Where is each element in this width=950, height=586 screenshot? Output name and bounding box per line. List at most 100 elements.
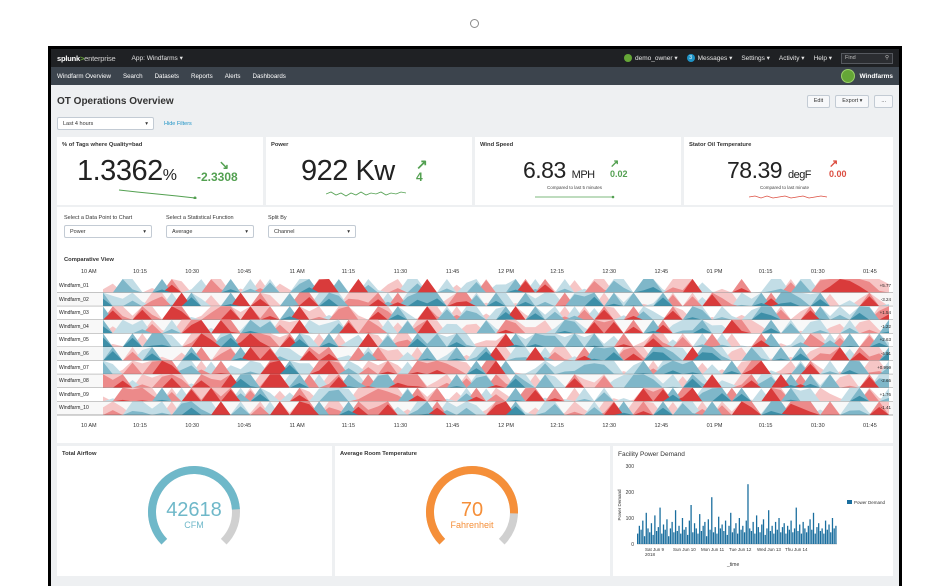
power-demand-bar: [781, 527, 784, 544]
more-actions-button[interactable]: ...: [874, 94, 893, 108]
gauge-unit: CFM: [184, 520, 204, 530]
time-tick-label: 01 PM: [706, 269, 723, 275]
kpi-title: % of Tags where Quality=bad: [62, 142, 143, 148]
radial-gauge: 42618 CFM: [148, 466, 240, 545]
power-demand-bar: [726, 534, 728, 544]
time-range-picker[interactable]: Last 4 hours ▾: [57, 117, 154, 130]
nav-datasets[interactable]: Datasets: [154, 72, 180, 80]
help-menu[interactable]: Help ▾: [813, 55, 832, 62]
horizon-band: [103, 306, 889, 320]
horizon-chart: [57, 279, 893, 416]
splunk-app: splunk>enterprise App: Windfarms ▾ demo_…: [51, 49, 899, 586]
horizon-band: [103, 292, 889, 307]
legend-swatch: [847, 500, 852, 504]
horizon-band: [103, 319, 889, 334]
horizon-band: [103, 401, 889, 415]
power-demand-bar: [673, 532, 675, 544]
x-tick-label: Tue Jun 12: [729, 547, 752, 552]
nav-search[interactable]: Search: [122, 72, 143, 80]
power-demand-bar: [805, 532, 808, 544]
settings-menu[interactable]: Settings ▾: [741, 55, 770, 62]
hide-filters-link[interactable]: Hide Filters: [164, 120, 192, 127]
app-menu[interactable]: App: Windfarms ▾: [131, 55, 183, 62]
kpi-panel-power: Power 922 Kw ↗ 4: [266, 137, 472, 205]
power-demand-bar: [676, 531, 678, 544]
nav-reports[interactable]: Reports: [191, 72, 213, 80]
power-demand-bar: [731, 532, 734, 544]
power-demand-bar: [774, 521, 777, 544]
power-demand-bar: [831, 518, 834, 544]
row-value: +1.76: [879, 391, 891, 397]
power-demand-bar: [724, 520, 727, 544]
horizon-band: [103, 401, 889, 415]
messages-menu-label: Messages ▾: [697, 54, 733, 62]
power-demand-bar: [687, 534, 689, 544]
splunk-logo[interactable]: splunk>enterprise: [57, 53, 116, 63]
row-label: Windfarm_03: [59, 310, 89, 317]
split-by-select[interactable]: Channel ▾: [268, 225, 356, 238]
horizon-band: [103, 296, 889, 307]
caret-down-icon: ▾: [143, 228, 146, 235]
power-demand-bar: [814, 533, 816, 544]
power-demand-bar: [835, 525, 837, 544]
row-value: +2.63: [879, 337, 891, 343]
power-demand-bar: [759, 532, 761, 544]
kpi-unit: %: [162, 167, 177, 184]
power-demand-bar: [773, 533, 775, 544]
page-title: OT Operations Overview: [57, 95, 174, 107]
power-demand-bar: [705, 536, 708, 544]
row-label: Windfarm_10: [59, 405, 89, 412]
power-demand-bar: [800, 533, 803, 544]
edit-button[interactable]: Edit: [806, 94, 831, 108]
power-demand-bar: [812, 512, 815, 544]
messages-menu[interactable]: 3 Messages ▾: [686, 54, 733, 63]
power-demand-bar: [657, 527, 659, 544]
nav-windfarm-overview[interactable]: Windfarm Overview: [57, 72, 111, 80]
power-demand-bar: [750, 531, 753, 544]
power-demand-bar: [740, 529, 742, 544]
power-demand-bar: [778, 518, 780, 544]
power-demand-bar: [828, 524, 830, 544]
horizon-band: [103, 279, 889, 293]
statistical-function-select[interactable]: Average ▾: [166, 225, 254, 238]
user-menu-label: demo_owner ▾: [634, 54, 678, 62]
find-input[interactable]: Find ⚲: [841, 52, 893, 64]
row-label: Windfarm_07: [59, 364, 89, 371]
nav-dashboards[interactable]: Dashboards: [252, 72, 286, 80]
horizon-band: [103, 360, 889, 375]
app-identity: Windfarms: [841, 69, 893, 83]
gauge-value: 70: [461, 499, 483, 521]
power-demand-bar: [709, 529, 711, 544]
kpi-delta-value: -2.3308: [197, 170, 238, 184]
time-tick-label: 12 PM: [498, 269, 514, 275]
power-demand-bar: [643, 536, 646, 544]
power-demand-bar: [680, 533, 682, 544]
time-tick-label: 12:15: [550, 269, 564, 275]
power-demand-bar: [804, 528, 806, 544]
nav-alerts[interactable]: Alerts: [224, 72, 241, 80]
kpi-sparkline: [326, 191, 406, 197]
x-tick-label: Thu Jun 14: [785, 547, 808, 552]
power-demand-bar: [683, 529, 685, 544]
time-tick-label: 11:15: [341, 423, 356, 429]
power-demand-bar: [790, 520, 792, 544]
time-tick-label: 11 AM: [289, 423, 305, 429]
power-demand-bar: [716, 533, 718, 544]
time-tick-label: 11:45: [445, 423, 460, 429]
top-bar: splunk>enterprise App: Windfarms ▾ demo_…: [51, 49, 899, 67]
time-tick-label: 11:30: [393, 269, 408, 275]
power-demand-bar: [785, 533, 787, 544]
data-point-select[interactable]: Power ▾: [64, 225, 152, 238]
horizon-band: [103, 347, 889, 361]
horizon-band: [103, 337, 889, 347]
power-demand-bar: [745, 520, 747, 544]
power-demand-bar: [824, 520, 827, 544]
caret-down-icon: ▾: [347, 228, 350, 235]
windfarm-app-icon: [841, 69, 856, 83]
time-tick-label: 11:15: [341, 269, 356, 275]
row-value: -1.22: [880, 323, 891, 329]
activity-menu[interactable]: Activity ▾: [778, 55, 805, 62]
kpi-panel-wind-speed: Wind Speed 6.83 MPH ↗ 0.02 Compared to la…: [475, 137, 681, 205]
export-button[interactable]: Export ▾: [835, 94, 870, 108]
user-menu[interactable]: demo_owner ▾: [623, 54, 678, 63]
